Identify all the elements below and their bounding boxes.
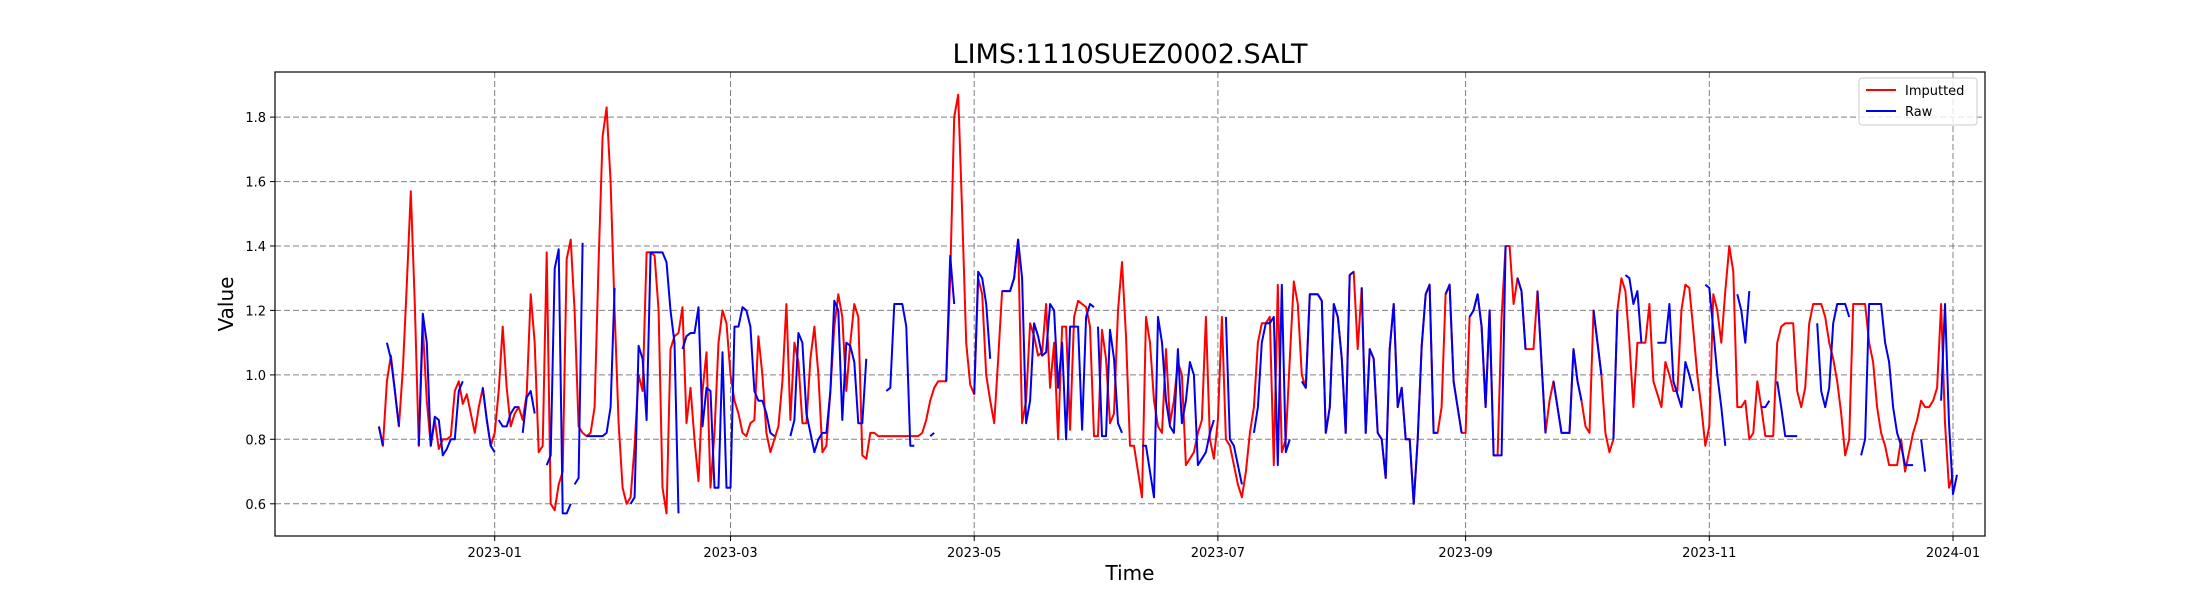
series-line-raw <box>1142 315 1215 499</box>
x-tick-label: 2023-07 <box>1191 546 1245 561</box>
series-line-raw <box>385 342 400 427</box>
series-line-raw <box>1552 348 1583 434</box>
series-line-raw <box>545 248 572 515</box>
series-line-raw <box>1816 303 1851 409</box>
y-tick-label: 1.6 <box>245 176 266 191</box>
series-line-raw <box>629 251 680 514</box>
series-layer <box>377 93 1958 515</box>
series-line-raw <box>1002 238 1095 441</box>
plot-area-frame <box>274 71 1986 537</box>
legend-label-raw: Raw <box>1905 105 1933 120</box>
series-line-raw <box>1624 274 1643 343</box>
y-axis-title: Value <box>214 277 238 332</box>
series-line-raw <box>929 432 935 437</box>
series-line-raw <box>1736 291 1751 344</box>
legend: Imputted Raw <box>1858 77 1978 126</box>
series-line-raw <box>945 254 956 382</box>
x-tick-label: 2023-05 <box>947 546 1001 561</box>
x-axis-title: Time <box>1105 561 1155 585</box>
series-line-raw <box>973 270 992 395</box>
series-line-raw <box>1224 316 1243 485</box>
series-line-raw <box>885 303 915 447</box>
series-line-raw <box>377 426 384 447</box>
series-line-raw <box>1657 303 1695 409</box>
y-tick-label: 0.8 <box>245 433 266 448</box>
series-line-raw <box>1252 283 1291 467</box>
series-line-raw <box>1920 439 1927 472</box>
series-line-raw <box>789 299 868 454</box>
series-line-raw <box>1536 291 1547 433</box>
x-tick-label: 2023-01 <box>468 546 522 561</box>
series-line-raw <box>586 287 616 438</box>
y-tick-label: 1.4 <box>245 240 266 255</box>
y-tick-label: 1.0 <box>245 369 266 384</box>
series-line-raw <box>1444 283 1463 434</box>
y-tick-label: 1.2 <box>245 304 266 319</box>
y-tick-label: 1.8 <box>245 111 266 126</box>
series-line-raw <box>1761 400 1771 409</box>
chart-title: LIMS:1110SUEZ0002.SALT <box>953 39 1308 70</box>
series-line-raw <box>1592 310 1603 376</box>
series-line-raw <box>521 390 536 434</box>
series-line-raw <box>1097 326 1123 438</box>
series-line-raw <box>1860 303 1914 467</box>
series-line-raw <box>1612 310 1619 440</box>
x-tick-label: 2024-01 <box>1926 546 1980 561</box>
series-line-raw <box>497 406 519 428</box>
series-line-raw <box>1300 271 1355 434</box>
series-line-raw <box>573 242 584 485</box>
series-line-raw <box>681 306 776 489</box>
series-line-raw <box>1360 283 1438 505</box>
x-tick-label: 2023-03 <box>703 546 757 561</box>
series-line-raw <box>1776 381 1798 438</box>
series-line-raw <box>1704 283 1727 446</box>
series-line-imputted <box>377 93 1954 515</box>
y-tick-label: 0.6 <box>245 498 266 513</box>
series-line-raw <box>1940 303 1958 496</box>
series-line-raw <box>481 387 496 453</box>
axis-ticks: 0.6 0.8 1.0 1.2 1.4 1.6 1.8 2023-01 2023-03 2023-… <box>245 111 1980 561</box>
x-tick-label: 2023-11 <box>1682 546 1736 561</box>
series-line-raw <box>1468 245 1507 457</box>
x-tick-label: 2023-09 <box>1438 546 1492 561</box>
legend-label-imputted: Imputted <box>1905 84 1964 99</box>
series-line-raw <box>1516 277 1527 350</box>
series-line-raw <box>417 312 464 457</box>
